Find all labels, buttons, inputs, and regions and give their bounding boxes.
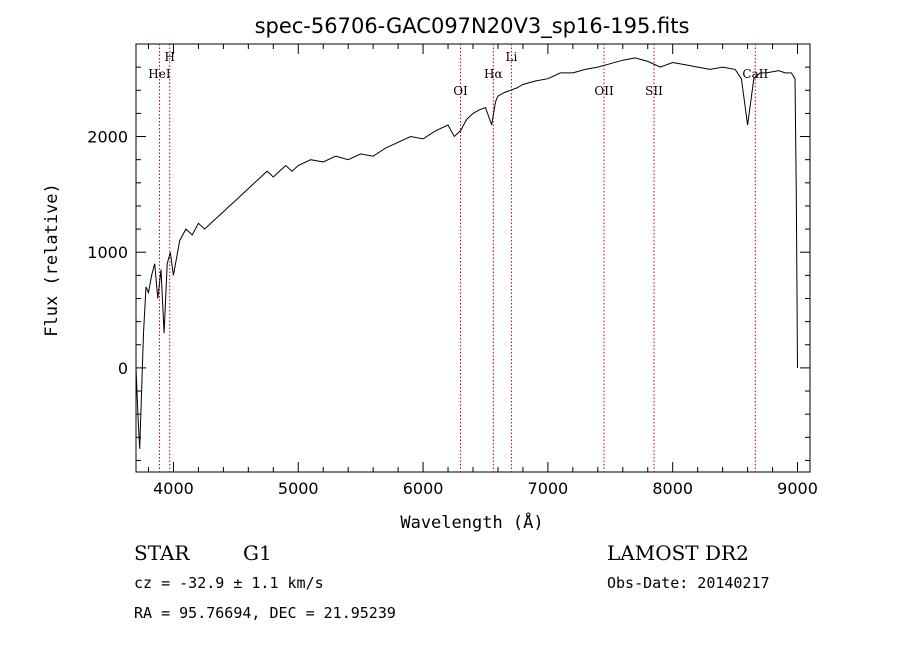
x-tick-label: 8000	[652, 479, 693, 498]
y-tick-label: 1000	[87, 243, 128, 262]
line-marker-label: H	[164, 50, 174, 64]
coordinates-readout: RA = 95.76694, DEC = 21.95239	[134, 604, 396, 622]
line-marker-label: OI	[453, 84, 468, 98]
x-tick-label: 6000	[403, 479, 444, 498]
chart-title: spec-56706-GAC097N20V3_sp16-195.fits	[255, 14, 690, 39]
x-axis-label: Wavelength (Å)	[400, 511, 543, 533]
y-tick-label: 2000	[87, 128, 128, 147]
line-marker-label: HeI	[148, 67, 171, 81]
y-axis-label: Flux (relative)	[42, 183, 62, 337]
line-marker-label: OII	[594, 84, 614, 98]
x-tick-label: 5000	[278, 479, 319, 498]
line-marker-label: CaII	[742, 67, 768, 81]
line-marker-label: Hα	[484, 67, 503, 81]
object-class: STAR	[134, 541, 190, 565]
axis-ticks: 4000 5000 6000 7000 8000 9000 0 1000 2000	[87, 43, 818, 498]
x-tick-label: 4000	[153, 479, 194, 498]
x-tick-label: 9000	[777, 479, 818, 498]
spectrum-line-0	[135, 57, 798, 449]
observation-date: Obs-Date: 20140217	[607, 574, 770, 592]
spectrum-series	[135, 57, 798, 449]
x-tick-label: 7000	[528, 479, 569, 498]
object-subclass: G1	[243, 541, 272, 565]
y-tick-label: 0	[118, 359, 128, 378]
line-marker-label: SII	[645, 84, 663, 98]
line-marker-label: Li	[506, 50, 518, 64]
survey-name: LAMOST DR2	[607, 541, 749, 565]
redshift-readout: cz = -32.9 ± 1.1 km/s	[134, 574, 324, 592]
plot-frame	[135, 43, 811, 473]
